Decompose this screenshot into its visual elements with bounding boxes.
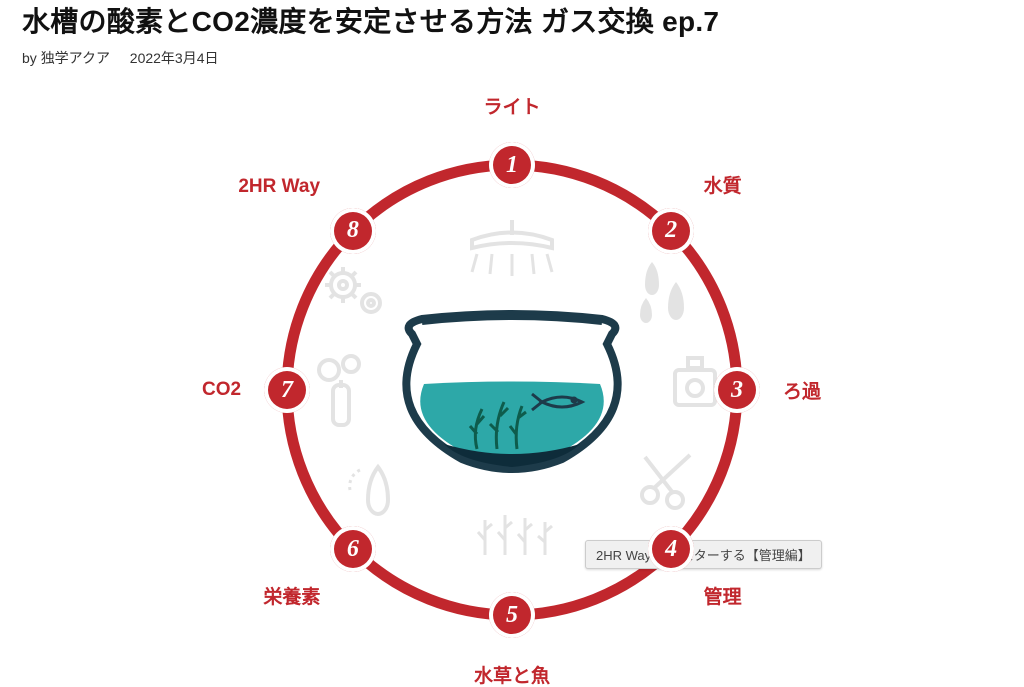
byline-date: 2022年3月4日 [130, 50, 219, 66]
plants-icon [470, 500, 560, 560]
diagram-node-label-1: ライト [484, 92, 541, 119]
byline-author: 独学アクア [41, 50, 110, 66]
gears-icon [315, 255, 395, 325]
byline-prefix: by [22, 50, 41, 66]
diagram-node-label-7: CO2 [202, 379, 241, 401]
diagram-node-label-6: 栄養素 [263, 582, 320, 609]
diagram-node-number: 3 [731, 377, 743, 404]
diagram-node-label-4: 管理 [704, 582, 742, 609]
diagram-node-label-3: ろ過 [783, 377, 821, 404]
diagram-node-8[interactable]: 8 [330, 208, 376, 254]
diagram-node-label-2: 水質 [704, 171, 742, 198]
diagram-node-7[interactable]: 7 [264, 367, 310, 413]
diagram-node-4[interactable]: 4 [648, 526, 694, 572]
diagram-node-label-8: 2HR Way [238, 176, 320, 198]
water-drops-icon [630, 260, 700, 330]
droplet-timer-icon [330, 455, 400, 525]
diagram-node-number: 6 [347, 536, 359, 563]
diagram-node-number: 7 [281, 377, 293, 404]
page-title: 水槽の酸素とCO2濃度を安定させる方法 ガス交換 ep.7 [22, 0, 719, 40]
diagram-node-number: 4 [665, 536, 677, 563]
diagram-node-3[interactable]: 3 [714, 367, 760, 413]
fishbowl-illustration [382, 284, 642, 484]
diagram-node-label-5: 水草と魚 [474, 661, 550, 687]
diagram-node-number: 5 [506, 602, 518, 629]
co2-regulator-icon [305, 340, 375, 430]
tooltip: 2HR Way をマスターする【管理編】 [585, 540, 822, 569]
diagram-node-2[interactable]: 2 [648, 208, 694, 254]
diagram-node-number: 8 [347, 217, 359, 244]
diagram-node-6[interactable]: 6 [330, 526, 376, 572]
byline: by 独学アクア 2022年3月4日 [22, 48, 219, 68]
diagram-node-1[interactable]: 1 [489, 142, 535, 188]
diagram-node-number: 2 [665, 217, 677, 244]
light-icon [452, 210, 572, 290]
scissors-icon [635, 445, 705, 515]
diagram-node-number: 1 [506, 152, 518, 179]
diagram-node-5[interactable]: 5 [489, 592, 535, 638]
diagram-stage: 2HR Way をマスターする【管理編】 1 ライト 2 水質 3 ろ過 4 管理 5 水草と魚 6… [0, 70, 1024, 687]
